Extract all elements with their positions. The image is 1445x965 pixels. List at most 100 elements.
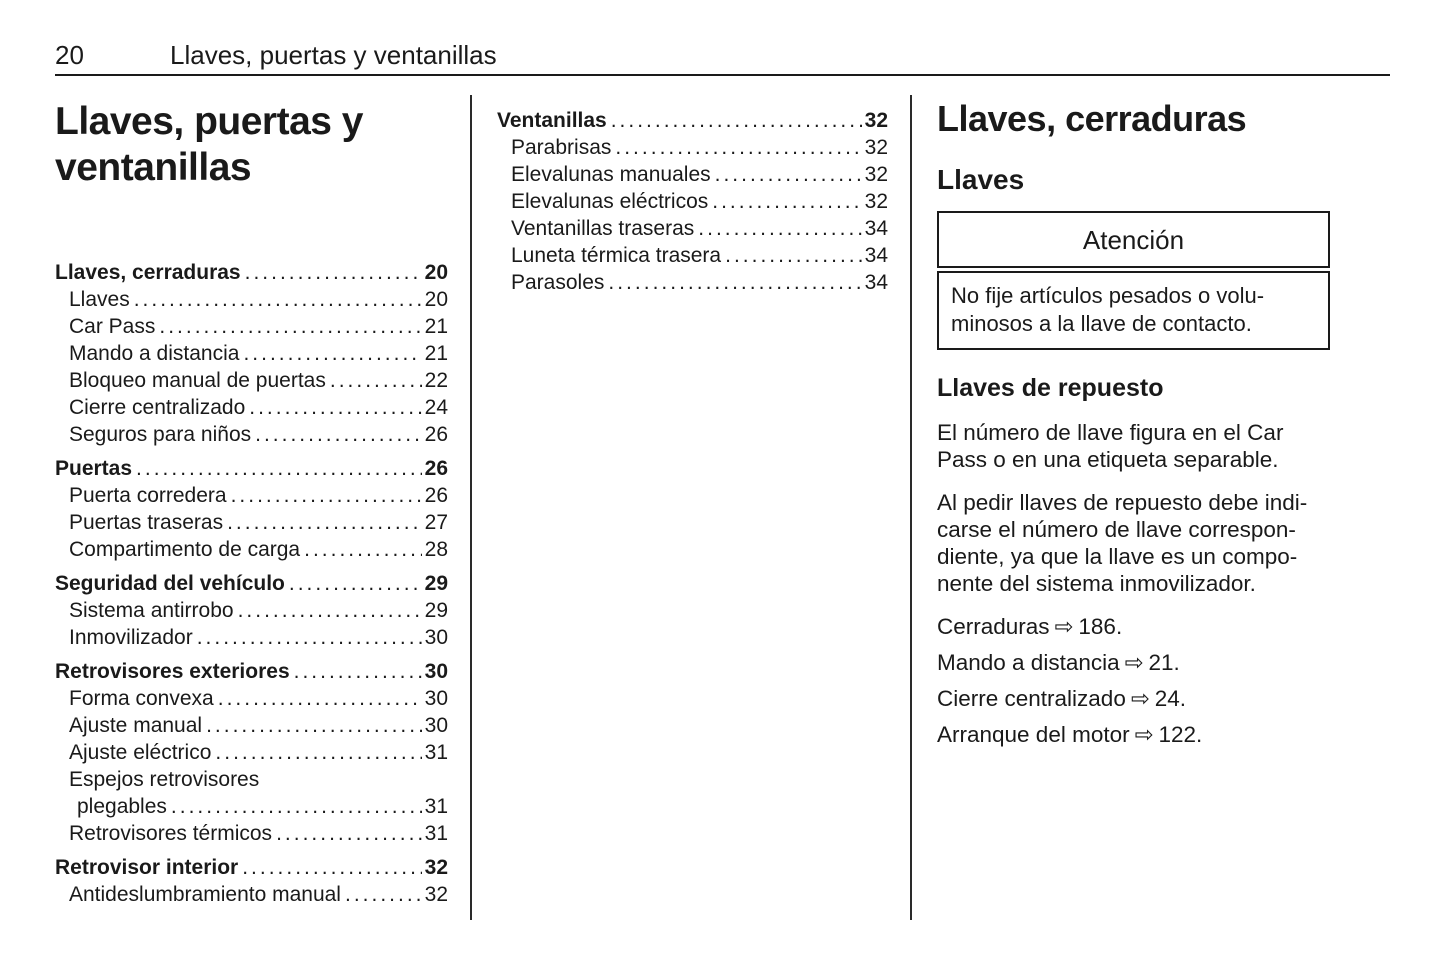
toc-entry-page: 34 <box>864 244 888 267</box>
toc-entry-label: Forma convexa <box>69 687 214 710</box>
toc-entry[interactable]: Car Pass ...............................… <box>55 313 448 340</box>
toc-entry[interactable]: Inmovilizador ..........................… <box>55 624 448 651</box>
cross-reference-label: Cierre centralizado <box>937 686 1126 711</box>
dot-leader: ........................................… <box>344 883 422 906</box>
toc-entry-page: 32 <box>864 136 888 159</box>
toc-entry[interactable]: Ventanillas traseras ...................… <box>497 215 888 242</box>
dot-leader: ........................................… <box>215 741 422 764</box>
toc-entry[interactable]: Compartimento de carga .................… <box>55 536 448 563</box>
toc-entry-page: 22 <box>424 369 448 392</box>
caution-box: Atención No fije artículos pesados o vol… <box>937 211 1330 350</box>
dot-leader: ........................................… <box>255 423 422 446</box>
toc-entry-label: Parabrisas <box>511 136 612 159</box>
toc-entry-label: Puertas <box>55 457 133 480</box>
toc-column-left: Llaves, cerraduras .....................… <box>55 259 448 908</box>
toc-entry[interactable]: Llaves, cerraduras .....................… <box>55 259 448 286</box>
toc-entry-label: Retrovisores térmicos <box>69 822 273 845</box>
toc-entry-label: Puertas traseras <box>69 511 224 534</box>
cross-reference-link[interactable]: Cierre centralizado ⇨ 24. <box>937 685 1392 713</box>
dot-leader: ........................................… <box>244 261 422 284</box>
dot-leader: ........................................… <box>714 163 862 186</box>
dot-leader: ........................................… <box>276 822 422 845</box>
toc-entry-page: 29 <box>424 599 448 622</box>
cross-reference-link[interactable]: Cerraduras ⇨ 186. <box>937 613 1392 641</box>
toc-entry-label: Luneta térmica trasera <box>511 244 722 267</box>
toc-entry-page: 26 <box>424 457 448 480</box>
toc-entry-page: 26 <box>424 484 448 507</box>
toc-entry[interactable]: Ventanillas ............................… <box>497 107 888 134</box>
toc-entry-label: Elevalunas eléctricos <box>511 190 709 213</box>
toc-entry-label: Parasoles <box>511 271 605 294</box>
toc-entry-label: Espejos retrovisores <box>69 768 260 791</box>
toc-entry[interactable]: Cierre centralizado ....................… <box>55 394 448 421</box>
dot-leader: ........................................… <box>159 315 422 338</box>
dot-leader: ........................................… <box>698 217 862 240</box>
toc-column-middle: Ventanillas ............................… <box>497 107 888 296</box>
toc-entry-label: Retrovisores exteriores <box>55 660 290 683</box>
toc-entry-page: 30 <box>424 626 448 649</box>
dot-leader: ........................................… <box>249 396 422 419</box>
cross-reference-page: 122. <box>1158 722 1203 747</box>
toc-entry[interactable]: Sistema antirrobo ......................… <box>55 597 448 624</box>
body-paragraphs: El número de llave figura en el Car Pass… <box>937 419 1392 597</box>
toc-entry-page: 20 <box>424 261 448 284</box>
toc-entry-page: 29 <box>424 572 448 595</box>
cross-reference-label: Mando a distancia <box>937 650 1120 675</box>
toc-entry-label: Seguridad del vehículo <box>55 572 285 595</box>
dot-leader: ........................................… <box>217 687 422 710</box>
dot-leader: ........................................… <box>136 457 422 480</box>
subsection-title: Llaves <box>937 164 1025 195</box>
toc-entry-label: Antideslumbramiento manual <box>69 883 341 906</box>
toc-entry-page: 32 <box>864 190 888 213</box>
caution-box-body: No fije artículos pesados o volu- minoso… <box>937 271 1330 350</box>
column-separator-2 <box>910 95 912 920</box>
toc-entry-label: Cierre centralizado <box>69 396 246 419</box>
toc-entry[interactable]: Elevalunas manuales ....................… <box>497 161 888 188</box>
toc-entry[interactable]: Elevalunas eléctricos ..................… <box>497 188 888 215</box>
toc-entry-page: 28 <box>424 538 448 561</box>
toc-entry-label: Seguros para niños <box>69 423 252 446</box>
toc-entry[interactable]: Ajuste manual ..........................… <box>55 712 448 739</box>
running-header-title: Llaves, puertas y ventanillas <box>170 40 497 70</box>
toc-entry[interactable]: Seguros para niños .....................… <box>55 421 448 448</box>
toc-entry[interactable]: Bloqueo manual de puertas ..............… <box>55 367 448 394</box>
toc-entry[interactable]: Llaves .................................… <box>55 286 448 313</box>
toc-entry-label: Ventanillas traseras <box>511 217 695 240</box>
toc-entry[interactable]: Antideslumbramiento manual .............… <box>55 881 448 908</box>
toc-entry[interactable]: Retrovisor interior ....................… <box>55 854 448 881</box>
toc-entry[interactable]: Puertas ................................… <box>55 455 448 482</box>
toc-entry[interactable]: Puerta corredera .......................… <box>55 482 448 509</box>
toc-entry[interactable]: Parasoles ..............................… <box>497 269 888 296</box>
cross-reference-link[interactable]: Mando a distancia ⇨ 21. <box>937 649 1392 677</box>
cross-reference-page: 24. <box>1154 686 1186 711</box>
toc-entry-label: Llaves <box>69 288 130 311</box>
toc-entry[interactable]: Retrovisores exteriores ................… <box>55 658 448 685</box>
cross-reference-page: 186. <box>1078 614 1123 639</box>
toc-entry-label: Elevalunas manuales <box>511 163 711 186</box>
toc-entry-page: 26 <box>424 423 448 446</box>
toc-entry-label: Inmovilizador <box>69 626 193 649</box>
left-column: Llaves, puertas y ventanillas Llaves, ce… <box>55 95 448 908</box>
toc-entry[interactable]: Luneta térmica trasera .................… <box>497 242 888 269</box>
toc-entry[interactable]: Parabrisas .............................… <box>497 134 888 161</box>
toc-entry[interactable]: Puertas traseras .......................… <box>55 509 448 536</box>
toc-entry[interactable]: Forma convexa ..........................… <box>55 685 448 712</box>
dot-leader: ........................................… <box>206 714 422 737</box>
toc-entry[interactable]: Ajuste eléctrico .......................… <box>55 739 448 766</box>
middle-column: Ventanillas ............................… <box>497 95 888 296</box>
column-separator-1 <box>470 95 472 920</box>
toc-entry-page: 20 <box>424 288 448 311</box>
dot-leader: ........................................… <box>243 342 422 365</box>
toc-entry[interactable]: Mando a distancia ......................… <box>55 340 448 367</box>
toc-entry[interactable]: Retrovisores térmicos ..................… <box>55 820 448 847</box>
toc-entry[interactable]: Seguridad del vehículo .................… <box>55 570 448 597</box>
dot-leader: ........................................… <box>615 136 862 159</box>
toc-entry-page: 27 <box>424 511 448 534</box>
toc-entry[interactable]: Espejos retrovisores ...................… <box>55 766 448 793</box>
dot-leader: ........................................… <box>293 660 422 683</box>
toc-entry[interactable]: plegables ..............................… <box>55 793 448 820</box>
toc-entry-page: 30 <box>424 660 448 683</box>
cross-reference-link[interactable]: Arranque del motor ⇨ 122. <box>937 721 1392 749</box>
cross-reference-page: 21. <box>1148 650 1180 675</box>
toc-entry-page: 34 <box>864 271 888 294</box>
